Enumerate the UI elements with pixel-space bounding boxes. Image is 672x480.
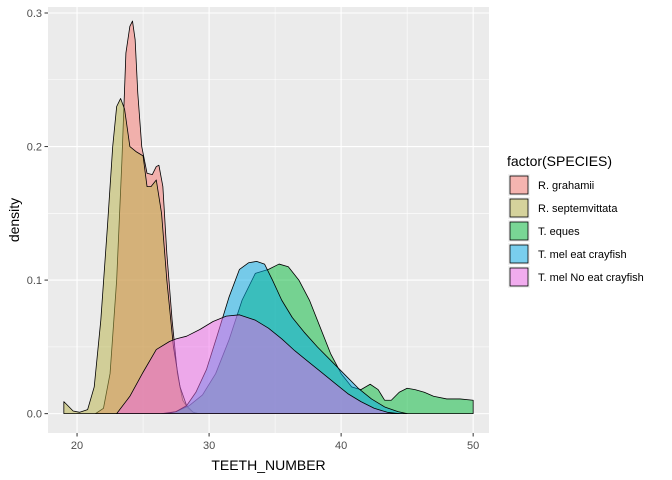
x-tick-label: 40 xyxy=(335,440,347,452)
legend-label-5: T. mel No eat crayfish xyxy=(538,272,644,284)
x-axis: 20 30 40 50 xyxy=(71,433,479,452)
legend-swatch-4 xyxy=(509,244,529,264)
density-areas xyxy=(63,20,474,415)
y-axis: 0.0 0.1 0.2 0.3 xyxy=(27,8,48,421)
y-tick-label: 0.3 xyxy=(27,8,42,20)
y-axis-title: density xyxy=(6,198,22,242)
x-tick-label: 30 xyxy=(203,440,215,452)
legend-label-1: R. grahamii xyxy=(538,180,594,192)
legend-label-3: T. eques xyxy=(538,226,580,238)
density-area-5 xyxy=(116,314,400,415)
legend-label-2: R. septemvittata xyxy=(538,203,618,215)
legend: factor(SPECIES) R. grahamii R. septemvitt… xyxy=(507,153,644,288)
legend-swatch-5 xyxy=(509,267,529,287)
x-tick-label: 20 xyxy=(71,440,83,452)
legend-swatch-3 xyxy=(509,221,529,241)
x-tick-label: 50 xyxy=(467,440,479,452)
legend-swatch-1 xyxy=(509,175,529,195)
legend-title: factor(SPECIES) xyxy=(507,153,612,169)
legend-label-4: T. mel eat crayfish xyxy=(538,249,627,261)
x-axis-title: TEETH_NUMBER xyxy=(211,457,325,473)
y-tick-label: 0.2 xyxy=(27,142,42,154)
legend-swatch-2 xyxy=(509,198,529,218)
legend-items: R. grahamii R. septemvittata T. eques T. me… xyxy=(508,174,644,288)
y-tick-label: 0.0 xyxy=(27,409,42,421)
y-tick-label: 0.1 xyxy=(27,275,42,287)
